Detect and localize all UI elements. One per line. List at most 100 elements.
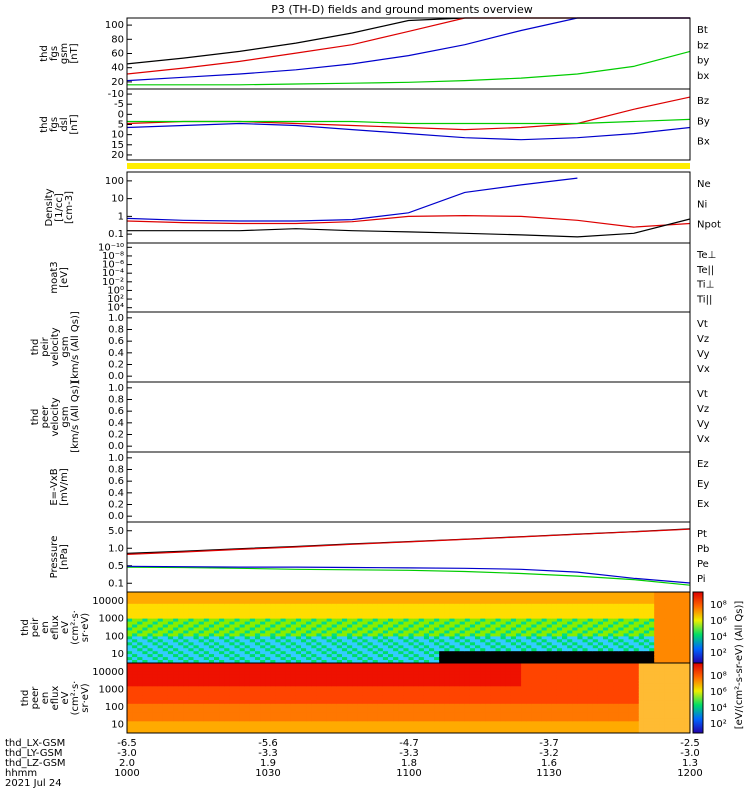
heatmap-cell	[469, 615, 476, 620]
heatmap-cell	[316, 648, 322, 652]
heatmap-cell	[219, 621, 225, 626]
heatmap-cell	[336, 600, 343, 605]
heatmap-cell	[684, 630, 691, 634]
heatmap-cell	[556, 668, 563, 673]
heatmap-cell	[183, 648, 189, 652]
heatmap-cell	[198, 630, 205, 634]
heatmap-cell	[137, 674, 143, 679]
heatmap-cell	[372, 695, 379, 699]
heatmap-cell	[326, 621, 333, 626]
heatmap-cell	[674, 654, 681, 658]
heatmap-cell	[275, 668, 281, 673]
legend-entry: Ne	[697, 179, 711, 190]
heatmap-cell	[326, 648, 333, 652]
heatmap-cell	[316, 715, 322, 719]
heatmap-cell	[260, 712, 266, 716]
heatmap-cell	[142, 639, 148, 643]
heatmap-cell	[551, 603, 558, 608]
heatmap-cell	[429, 730, 435, 734]
heatmap-cell	[214, 709, 220, 714]
heatmap-cell	[183, 724, 189, 728]
heatmap-cell	[643, 660, 650, 664]
heatmap-cell	[423, 668, 430, 673]
heatmap-cell	[224, 612, 230, 617]
heatmap-cell	[674, 621, 681, 626]
heatmap-cell	[449, 730, 455, 734]
heatmap-cell	[423, 654, 430, 658]
heatmap-cell	[188, 648, 194, 652]
ytick-label: 80	[111, 34, 124, 45]
heatmap-cell	[295, 615, 302, 620]
heatmap-cell	[449, 683, 455, 687]
heatmap-cell	[418, 680, 425, 684]
heatmap-cell	[500, 680, 507, 684]
heatmap-cell	[239, 600, 246, 605]
heatmap-cell	[592, 612, 599, 617]
heatmap-cell	[459, 630, 466, 634]
heatmap-cell	[347, 627, 353, 631]
heatmap-cell	[684, 603, 691, 608]
heatmap-cell	[219, 686, 225, 690]
heatmap-cell	[536, 671, 543, 676]
heatmap-cell	[265, 686, 271, 690]
heatmap-cell	[203, 627, 210, 631]
heatmap-cell	[326, 698, 333, 702]
heatmap-cell	[301, 651, 307, 655]
heatmap-cell	[439, 689, 445, 693]
heatmap-cell	[469, 657, 476, 661]
heatmap-cell	[249, 600, 256, 605]
heatmap-cell	[500, 606, 507, 611]
heatmap-cell	[423, 703, 430, 708]
heatmap-cell	[495, 639, 502, 643]
heatmap-cell	[659, 603, 665, 608]
heatmap-cell	[280, 706, 287, 711]
heatmap-cell	[618, 597, 624, 602]
heatmap-cell	[459, 715, 466, 719]
heatmap-cell	[480, 677, 486, 681]
heatmap-cell	[556, 695, 563, 699]
heatmap-cell	[382, 700, 389, 705]
heatmap-cell	[382, 657, 389, 661]
heatmap-cell	[198, 624, 205, 628]
heatmap-cell	[536, 600, 543, 605]
heatmap-cell	[377, 718, 384, 722]
heatmap-cell	[132, 630, 138, 634]
heatmap-cell	[239, 724, 246, 728]
heatmap-cell	[244, 680, 251, 684]
heatmap-cell	[541, 718, 548, 722]
panel-frame	[126, 451, 691, 523]
heatmap-cell	[418, 721, 425, 725]
heatmap-cell	[567, 709, 573, 714]
heatmap-cell	[439, 663, 445, 667]
heatmap-cell	[208, 727, 215, 731]
heatmap-cell	[408, 671, 415, 676]
heatmap-cell	[311, 615, 317, 620]
heatmap-cell	[295, 636, 302, 640]
heatmap-cell	[162, 715, 169, 719]
heatmap-cell	[198, 657, 205, 661]
heatmap-cell	[649, 606, 655, 611]
heatmap-cell	[608, 597, 614, 602]
heatmap-cell	[556, 730, 563, 734]
heatmap-cell	[551, 627, 558, 631]
heatmap-cell	[352, 730, 358, 734]
heatmap-cell	[326, 645, 333, 649]
heatmap-cell	[367, 721, 374, 725]
heatmap-cell	[295, 695, 302, 699]
heatmap-cell	[577, 603, 583, 608]
heatmap-cell	[352, 660, 358, 664]
heatmap-cell	[464, 706, 471, 711]
legend-entry: Pt	[697, 529, 707, 540]
heatmap-cell	[674, 627, 681, 631]
heatmap-cell	[393, 592, 399, 596]
heatmap-cell	[352, 624, 358, 628]
heatmap-cell	[500, 651, 507, 655]
heatmap-cell	[321, 639, 328, 643]
heatmap-cell	[551, 680, 558, 684]
heatmap-cell	[290, 677, 297, 681]
heatmap-cell	[403, 612, 409, 617]
heatmap-cell	[454, 715, 461, 719]
heatmap-cell	[475, 651, 481, 655]
heatmap-cell	[306, 665, 312, 670]
heatmap-cell	[244, 657, 251, 661]
